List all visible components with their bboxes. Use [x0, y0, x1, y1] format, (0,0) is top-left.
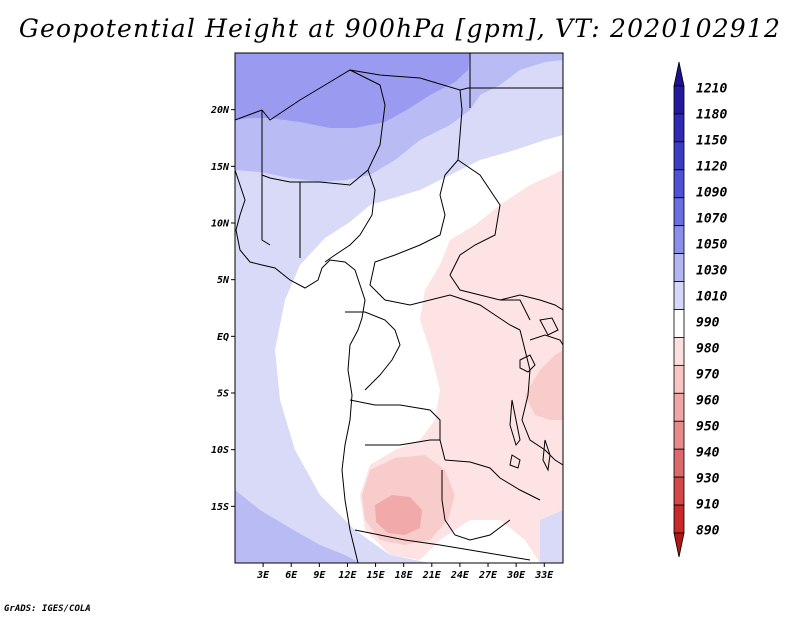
lat-tick-label: 20N [210, 105, 230, 116]
colorbar-label: 1030 [696, 264, 727, 279]
colorbar: 1210 1180 1150 1120 1090 1070 1050 1030 1010 990 9… [673, 61, 727, 558]
colorbar-label: 1150 [696, 134, 727, 149]
colorbar-label: 960 [696, 394, 720, 409]
lat-tick-label: 10S [211, 445, 229, 456]
colorbar-segment-3 [673, 141, 685, 171]
colorbar-label: 930 [696, 472, 720, 487]
lon-tick-label: 30E [506, 570, 526, 581]
lon-tick-label: 9E [313, 570, 326, 581]
lon-tick-label: 33E [534, 570, 554, 581]
band-970-east [525, 350, 563, 420]
lon-tick-label: 21E [422, 570, 442, 581]
colorbar-label: 1050 [696, 238, 727, 253]
lon-tick-label: 18E [395, 570, 414, 581]
colorbar-label: 1010 [696, 290, 727, 305]
latitude-axis: 20N 15N 10N 5N EQ 5S 10S 15S [210, 105, 235, 513]
colorbar-label: 1070 [696, 212, 727, 227]
band-1030-southwest [235, 490, 360, 563]
band-1010-southeast [540, 510, 563, 563]
geopotential-field [235, 53, 563, 563]
colorbar-segment-10 [673, 337, 685, 366]
colorbar-segment-12 [673, 392, 685, 422]
lon-tick-label: 3E [256, 570, 270, 581]
colorbar-segment-8 [673, 281, 685, 310]
lon-tick-label: 6E [285, 570, 298, 581]
lat-tick-label: 10N [211, 219, 230, 230]
band-960-core [375, 495, 422, 535]
colorbar-label: 910 [696, 498, 720, 513]
colorbar-segment-11 [673, 364, 685, 394]
colorbar-label: 1210 [696, 82, 727, 97]
colorbar-segment-9 [673, 309, 685, 338]
colorbar-label: 1120 [696, 160, 727, 175]
longitude-axis: 3E 6E 9E 12E 15E 18E 21E 24E 27E 30E 33E [256, 563, 554, 581]
colorbar-segment-5 [673, 197, 685, 227]
credit-label: GrADS: IGES/COLA [4, 604, 91, 614]
colorbar-segment-15 [673, 476, 685, 506]
colorbar-bottom-arrow [673, 532, 685, 558]
colorbar-segment-13 [673, 420, 685, 450]
colorbar-label: 950 [696, 420, 720, 435]
lat-tick-label: 5N [217, 275, 230, 286]
band-1050-north [235, 53, 470, 128]
colorbar-label: 940 [696, 446, 720, 461]
colorbar-label: 980 [696, 342, 720, 357]
colorbar-top-arrow [673, 61, 685, 87]
colorbar-segment-6 [673, 225, 685, 255]
colorbar-segment-7 [673, 253, 685, 282]
map-frame [234, 52, 564, 564]
lat-tick-label: EQ [217, 332, 229, 343]
lat-tick-label: 15S [211, 502, 229, 513]
lon-tick-label: 15E [367, 570, 386, 581]
lakes [509, 317, 559, 472]
lat-tick-label: 5S [217, 389, 229, 400]
colorbar-segment-16 [673, 504, 685, 534]
colorbar-label: 890 [696, 524, 720, 539]
colorbar-segment-1 [673, 85, 685, 115]
colorbar-segment-4 [673, 169, 685, 199]
colorbar-label: 970 [696, 368, 720, 383]
colorbar-label: 1090 [696, 186, 727, 201]
colorbar-segment-14 [673, 448, 685, 478]
lon-tick-label: 27E [478, 570, 498, 581]
map-title: Geopotential Height at 900hPa [gpm], VT:… [18, 14, 782, 43]
colorbar-label: 990 [696, 316, 720, 331]
lon-tick-label: 12E [338, 570, 357, 581]
country-borders [235, 53, 563, 563]
lon-tick-label: 24E [450, 570, 470, 581]
colorbar-label: 1180 [696, 108, 727, 123]
colorbar-segment-2 [673, 113, 685, 143]
lat-tick-label: 15N [211, 162, 230, 173]
